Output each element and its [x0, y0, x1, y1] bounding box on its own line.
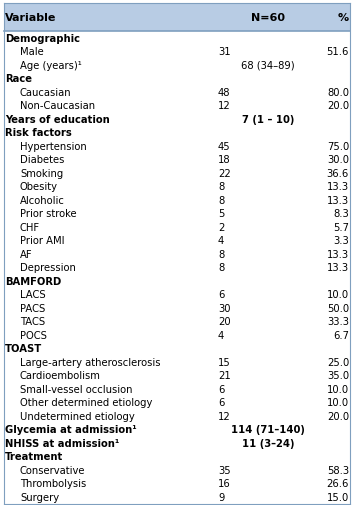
Text: 22: 22: [218, 168, 231, 178]
Text: AF: AF: [20, 249, 33, 259]
Text: Obesity: Obesity: [20, 182, 58, 192]
Text: 8: 8: [218, 182, 224, 192]
Text: 4: 4: [218, 330, 224, 340]
Text: 12: 12: [218, 411, 231, 421]
Text: 11 (3–24): 11 (3–24): [242, 438, 294, 448]
Text: 7 (1 – 10): 7 (1 – 10): [242, 115, 294, 125]
Text: BAMFORD: BAMFORD: [5, 276, 61, 286]
Text: Diabetes: Diabetes: [20, 155, 64, 165]
Text: 3.3: 3.3: [333, 236, 349, 246]
Text: Thrombolysis: Thrombolysis: [20, 478, 86, 488]
Text: 15: 15: [218, 357, 231, 367]
Text: Cardioembolism: Cardioembolism: [20, 371, 101, 380]
Text: Conservative: Conservative: [20, 465, 86, 475]
Text: 20.0: 20.0: [327, 411, 349, 421]
Text: Hypertension: Hypertension: [20, 141, 87, 152]
Text: Small-vessel occlusion: Small-vessel occlusion: [20, 384, 132, 394]
Text: 114 (71–140): 114 (71–140): [231, 424, 305, 434]
Text: NHISS at admission¹: NHISS at admission¹: [5, 438, 119, 448]
Text: Demographic: Demographic: [5, 34, 80, 43]
Text: TACS: TACS: [20, 317, 45, 327]
Text: 10.0: 10.0: [327, 384, 349, 394]
Text: Prior stroke: Prior stroke: [20, 209, 76, 219]
Text: 35: 35: [218, 465, 230, 475]
Text: 8.3: 8.3: [333, 209, 349, 219]
Text: 20: 20: [218, 317, 230, 327]
Text: 26.6: 26.6: [327, 478, 349, 488]
Text: 13.3: 13.3: [327, 249, 349, 259]
Text: PACS: PACS: [20, 303, 45, 313]
Text: 80.0: 80.0: [327, 87, 349, 97]
Text: 68 (34–89): 68 (34–89): [241, 61, 295, 71]
Text: 18: 18: [218, 155, 230, 165]
Text: 48: 48: [218, 87, 230, 97]
Text: 36.6: 36.6: [327, 168, 349, 178]
Text: 51.6: 51.6: [327, 47, 349, 57]
Text: 58.3: 58.3: [327, 465, 349, 475]
Text: 4: 4: [218, 236, 224, 246]
Text: Surgery: Surgery: [20, 492, 59, 502]
Text: 6: 6: [218, 397, 224, 408]
Text: 13.3: 13.3: [327, 182, 349, 192]
Text: LACS: LACS: [20, 290, 46, 299]
Text: 75.0: 75.0: [327, 141, 349, 152]
Text: Age (years)¹: Age (years)¹: [20, 61, 82, 71]
Text: Treatment: Treatment: [5, 451, 63, 462]
Text: 20.0: 20.0: [327, 101, 349, 111]
Text: 25.0: 25.0: [327, 357, 349, 367]
Text: 50.0: 50.0: [327, 303, 349, 313]
Text: 8: 8: [218, 195, 224, 206]
Text: 16: 16: [218, 478, 231, 488]
Text: Caucasian: Caucasian: [20, 87, 72, 97]
Text: 10.0: 10.0: [327, 397, 349, 408]
Text: Variable: Variable: [5, 13, 56, 23]
Text: Large-artery atherosclerosis: Large-artery atherosclerosis: [20, 357, 160, 367]
Text: Depression: Depression: [20, 263, 76, 273]
Text: Smoking: Smoking: [20, 168, 63, 178]
Text: Race: Race: [5, 74, 32, 84]
Text: Risk factors: Risk factors: [5, 128, 72, 138]
Text: Non-Caucasian: Non-Caucasian: [20, 101, 95, 111]
Text: Other determined etiology: Other determined etiology: [20, 397, 152, 408]
Text: 31: 31: [218, 47, 230, 57]
Text: 12: 12: [218, 101, 231, 111]
Text: 10.0: 10.0: [327, 290, 349, 299]
Text: Alcoholic: Alcoholic: [20, 195, 65, 206]
Text: 21: 21: [218, 371, 231, 380]
Text: CHF: CHF: [20, 222, 40, 232]
Text: Years of education: Years of education: [5, 115, 110, 125]
Text: 15.0: 15.0: [327, 492, 349, 502]
Text: 33.3: 33.3: [327, 317, 349, 327]
Text: 13.3: 13.3: [327, 195, 349, 206]
Text: 45: 45: [218, 141, 230, 152]
Text: Glycemia at admission¹: Glycemia at admission¹: [5, 424, 137, 434]
Text: 6: 6: [218, 290, 224, 299]
Text: 30: 30: [218, 303, 230, 313]
Text: 6.7: 6.7: [333, 330, 349, 340]
Text: %: %: [338, 13, 349, 23]
Text: Prior AMI: Prior AMI: [20, 236, 64, 246]
Text: POCS: POCS: [20, 330, 47, 340]
Text: 2: 2: [218, 222, 224, 232]
Text: 13.3: 13.3: [327, 263, 349, 273]
Text: 35.0: 35.0: [327, 371, 349, 380]
Text: Male: Male: [20, 47, 44, 57]
Text: Undetermined etiology: Undetermined etiology: [20, 411, 135, 421]
Text: 5.7: 5.7: [333, 222, 349, 232]
Text: N=60: N=60: [251, 13, 285, 23]
Text: 6: 6: [218, 384, 224, 394]
Text: 5: 5: [218, 209, 224, 219]
Text: TOAST: TOAST: [5, 343, 42, 354]
Text: 8: 8: [218, 249, 224, 259]
Text: 30.0: 30.0: [327, 155, 349, 165]
Bar: [4, 4, 350, 32]
Text: 9: 9: [218, 492, 224, 502]
Text: 8: 8: [218, 263, 224, 273]
